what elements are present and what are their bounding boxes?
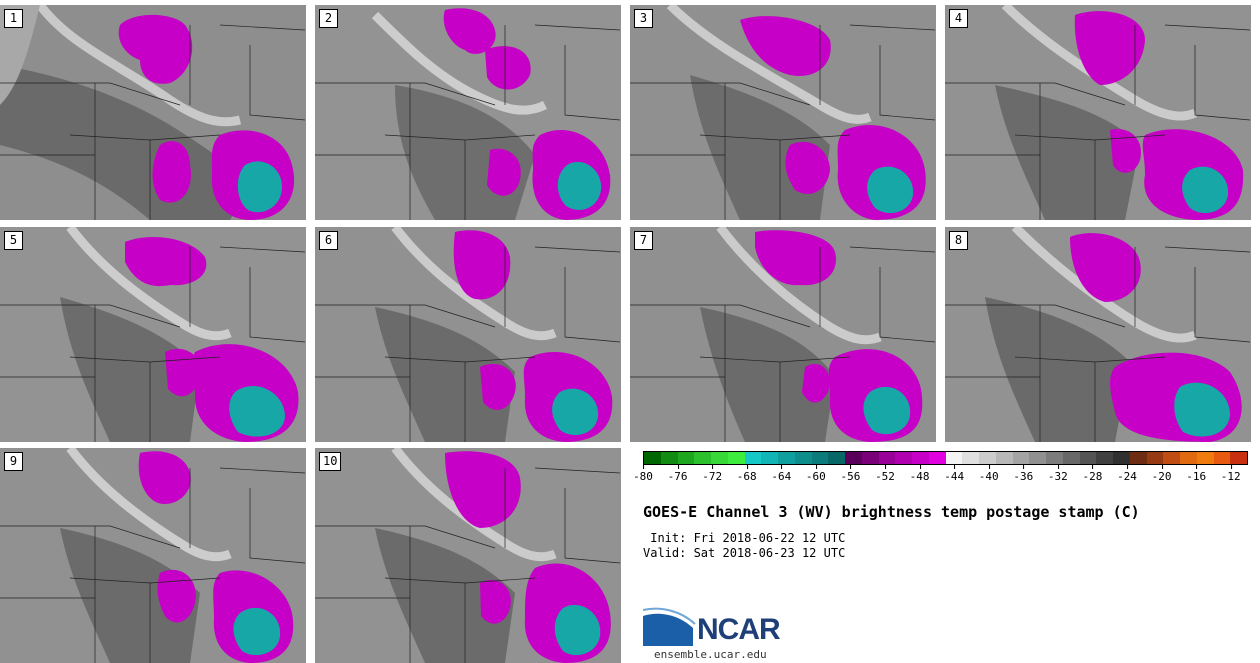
colorbar-swatch [828, 452, 845, 464]
colorbar-swatch [761, 452, 778, 464]
colorbar-tick-label: -60 [805, 465, 826, 483]
colorbar-swatch [677, 452, 695, 464]
colorbar-tick-label: -40 [978, 465, 999, 483]
member-label: 6 [319, 231, 338, 250]
colorbar-swatch [1096, 452, 1113, 464]
member-panel-10: 10 [315, 448, 621, 663]
wv-map-image [945, 5, 1251, 220]
wv-map-image [315, 5, 621, 220]
logo-text: NCAR [697, 613, 781, 646]
wv-map-image [630, 227, 936, 442]
member-label: 5 [4, 231, 23, 250]
wv-map-image [0, 227, 306, 442]
colorbar-swatch [962, 452, 979, 464]
colorbar-tick-label: -16 [1186, 465, 1207, 483]
colorbar-tick-label: -20 [1151, 465, 1172, 483]
colorbar-swatch [1146, 452, 1164, 464]
wv-map-image [315, 448, 621, 663]
member-panel-5: 5 [0, 227, 306, 442]
colorbar-tick-label: -68 [736, 465, 757, 483]
colorbar-swatch [1046, 452, 1063, 464]
valid-time: Valid: Sat 2018-06-23 12 UTC [643, 546, 846, 560]
wv-map-image [0, 448, 306, 663]
member-label: 9 [4, 452, 23, 471]
colorbar-swatch [1113, 452, 1130, 464]
colorbar-swatch [727, 452, 745, 464]
member-panel-6: 6 [315, 227, 621, 442]
member-panel-3: 3 [630, 5, 936, 220]
colorbar-swatch [1129, 452, 1147, 464]
colorbar-swatch [711, 452, 728, 464]
ncar-logo-icon [643, 607, 696, 646]
colorbar-swatch [744, 452, 762, 464]
colorbar-tick-label: -32 [1047, 465, 1068, 483]
colorbar-swatch [845, 452, 862, 464]
member-panel-4: 4 [945, 5, 1251, 220]
colorbar-swatch [694, 452, 711, 464]
colorbar-swatch [945, 452, 963, 464]
colorbar-tick-label: -36 [1013, 465, 1034, 483]
member-label: 7 [634, 231, 653, 250]
colorbar-swatch [1163, 452, 1180, 464]
colorbar-swatch [1230, 452, 1247, 464]
colorbar-tick-label: -12 [1220, 465, 1241, 483]
member-panel-7: 7 [630, 227, 936, 442]
colorbar-tick-label: -52 [875, 465, 895, 483]
colorbar-swatch [1062, 452, 1080, 464]
member-label: 10 [319, 452, 342, 471]
colorbar-tick-label: -72 [702, 465, 723, 483]
colorbar-swatch [1012, 452, 1030, 464]
colorbar-tick-label: -48 [909, 465, 930, 483]
wv-map-image [630, 5, 936, 220]
colorbar-tick-label: -80 [633, 465, 653, 483]
colorbar-swatch [895, 452, 912, 464]
colorbar-swatch [1213, 452, 1231, 464]
colorbar-swatch [644, 452, 661, 464]
member-panel-9: 9 [0, 448, 306, 663]
member-panel-8: 8 [945, 227, 1251, 442]
member-label: 4 [949, 9, 968, 28]
colorbar-tick-label: -56 [840, 465, 861, 483]
colorbar-tick-label: -28 [1082, 465, 1103, 483]
colorbar-swatch [1196, 452, 1214, 464]
colorbar-swatch [861, 452, 879, 464]
member-panel-2: 2 [315, 5, 621, 220]
member-label: 2 [319, 9, 338, 28]
member-panel-1: 1 [0, 5, 306, 220]
colorbar-tick-label: -64 [771, 465, 792, 483]
wv-map-image [315, 227, 621, 442]
init-time: Init: Fri 2018-06-22 12 UTC [643, 531, 846, 545]
colorbar-swatch [660, 452, 678, 464]
colorbar-swatch [811, 452, 829, 464]
colorbar-swatch [912, 452, 929, 464]
member-label: 8 [949, 231, 968, 250]
wv-map-image [0, 5, 306, 220]
logo-url: ensemble.ucar.edu [654, 648, 767, 661]
colorbar-swatch [1029, 452, 1046, 464]
colorbar-swatch [794, 452, 812, 464]
colorbar-swatch [1079, 452, 1097, 464]
member-label: 3 [634, 9, 653, 28]
colorbar-swatch [928, 452, 946, 464]
colorbar-swatch [778, 452, 795, 464]
colorbar-swatch [878, 452, 896, 464]
colorbar-swatch [995, 452, 1013, 464]
colorbar-tick-label: -24 [1117, 465, 1137, 483]
colorbar-swatch [979, 452, 996, 464]
wv-map-image [945, 227, 1251, 442]
colorbar-swatch [1180, 452, 1197, 464]
colorbar-tick-label: -44 [944, 465, 965, 483]
member-label: 1 [4, 9, 23, 28]
colorbar-ticks: -80 -76 -72 -68 -64 -60 -56 -52 -48 -44 -40 -36 -32-… [633, 465, 1248, 488]
colorbar-tick-label: -76 [667, 465, 688, 483]
colorbar [643, 451, 1248, 465]
page-title: GOES-E Channel 3 (WV) brightness temp po… [643, 503, 1140, 521]
